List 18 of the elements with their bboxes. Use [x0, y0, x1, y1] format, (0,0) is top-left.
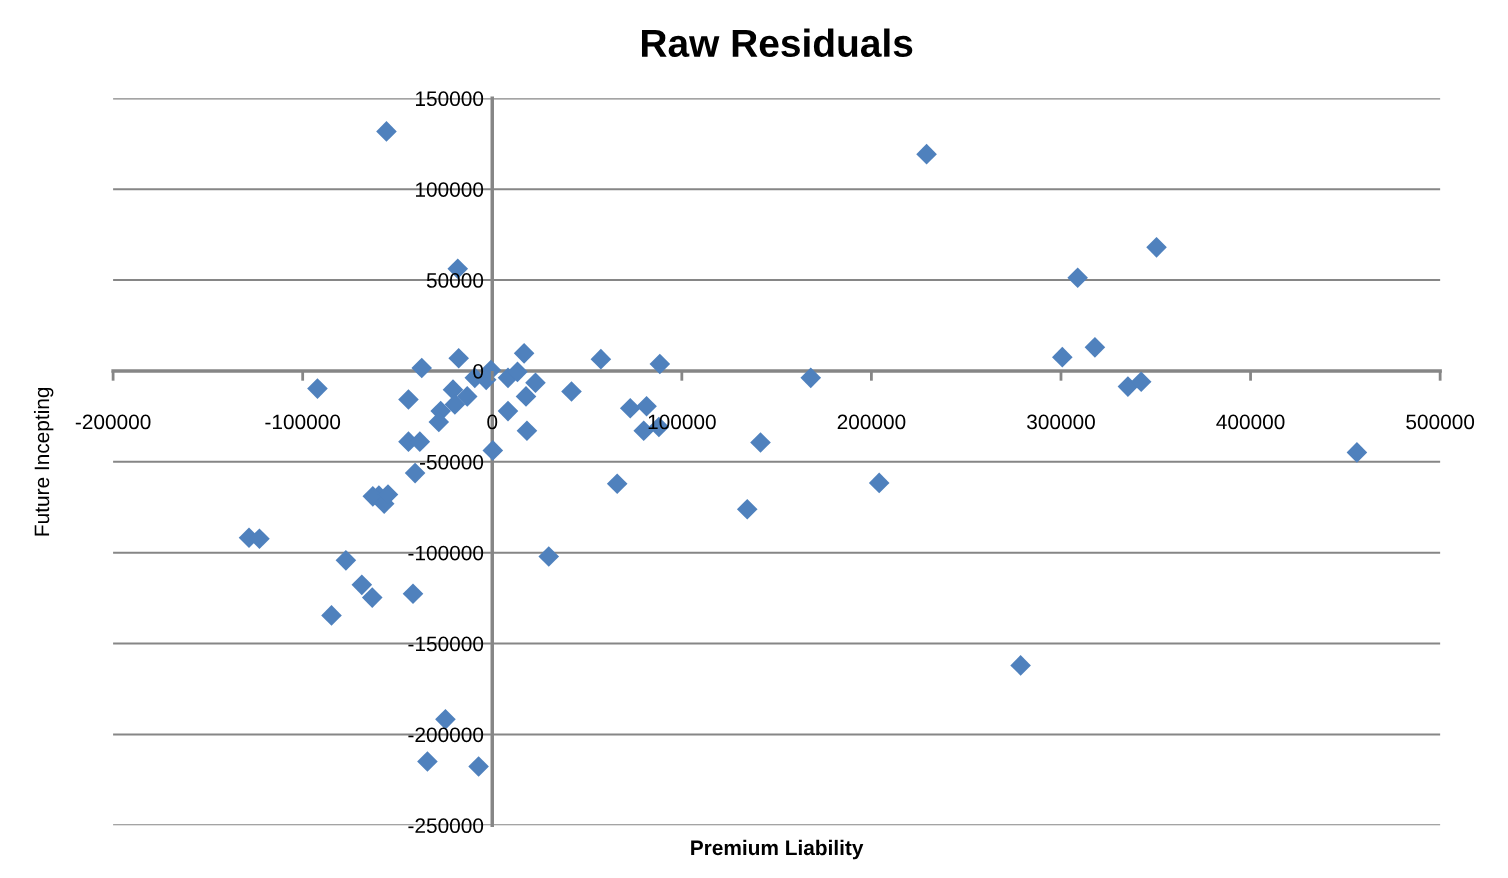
x-tick-label: -100000: [265, 414, 341, 430]
x-tick-label: 300000: [1027, 414, 1095, 430]
x-tick-label: -200000: [75, 414, 151, 430]
y-tick-label: -150000: [408, 636, 484, 652]
x-tick-label: 500000: [1406, 414, 1475, 430]
y-tick-label: -100000: [408, 545, 484, 561]
y-tick-label: -50000: [419, 454, 484, 470]
y-tick-label: 100000: [416, 182, 484, 197]
x-tick-label: 400000: [1216, 414, 1285, 430]
y-tick-label: 150000: [416, 91, 484, 107]
x-tick-label: 200000: [837, 414, 906, 430]
x-axis-title: Premium Liability: [691, 839, 864, 860]
chart-title: Raw Residuals: [641, 28, 913, 58]
y-tick-label: -200000: [408, 727, 484, 743]
y-axis-title: Future Incepting: [33, 387, 54, 536]
y-tick-label: -250000: [408, 818, 484, 834]
y-tick-label: 50000: [426, 273, 484, 288]
x-tick-label: 0: [487, 414, 498, 430]
